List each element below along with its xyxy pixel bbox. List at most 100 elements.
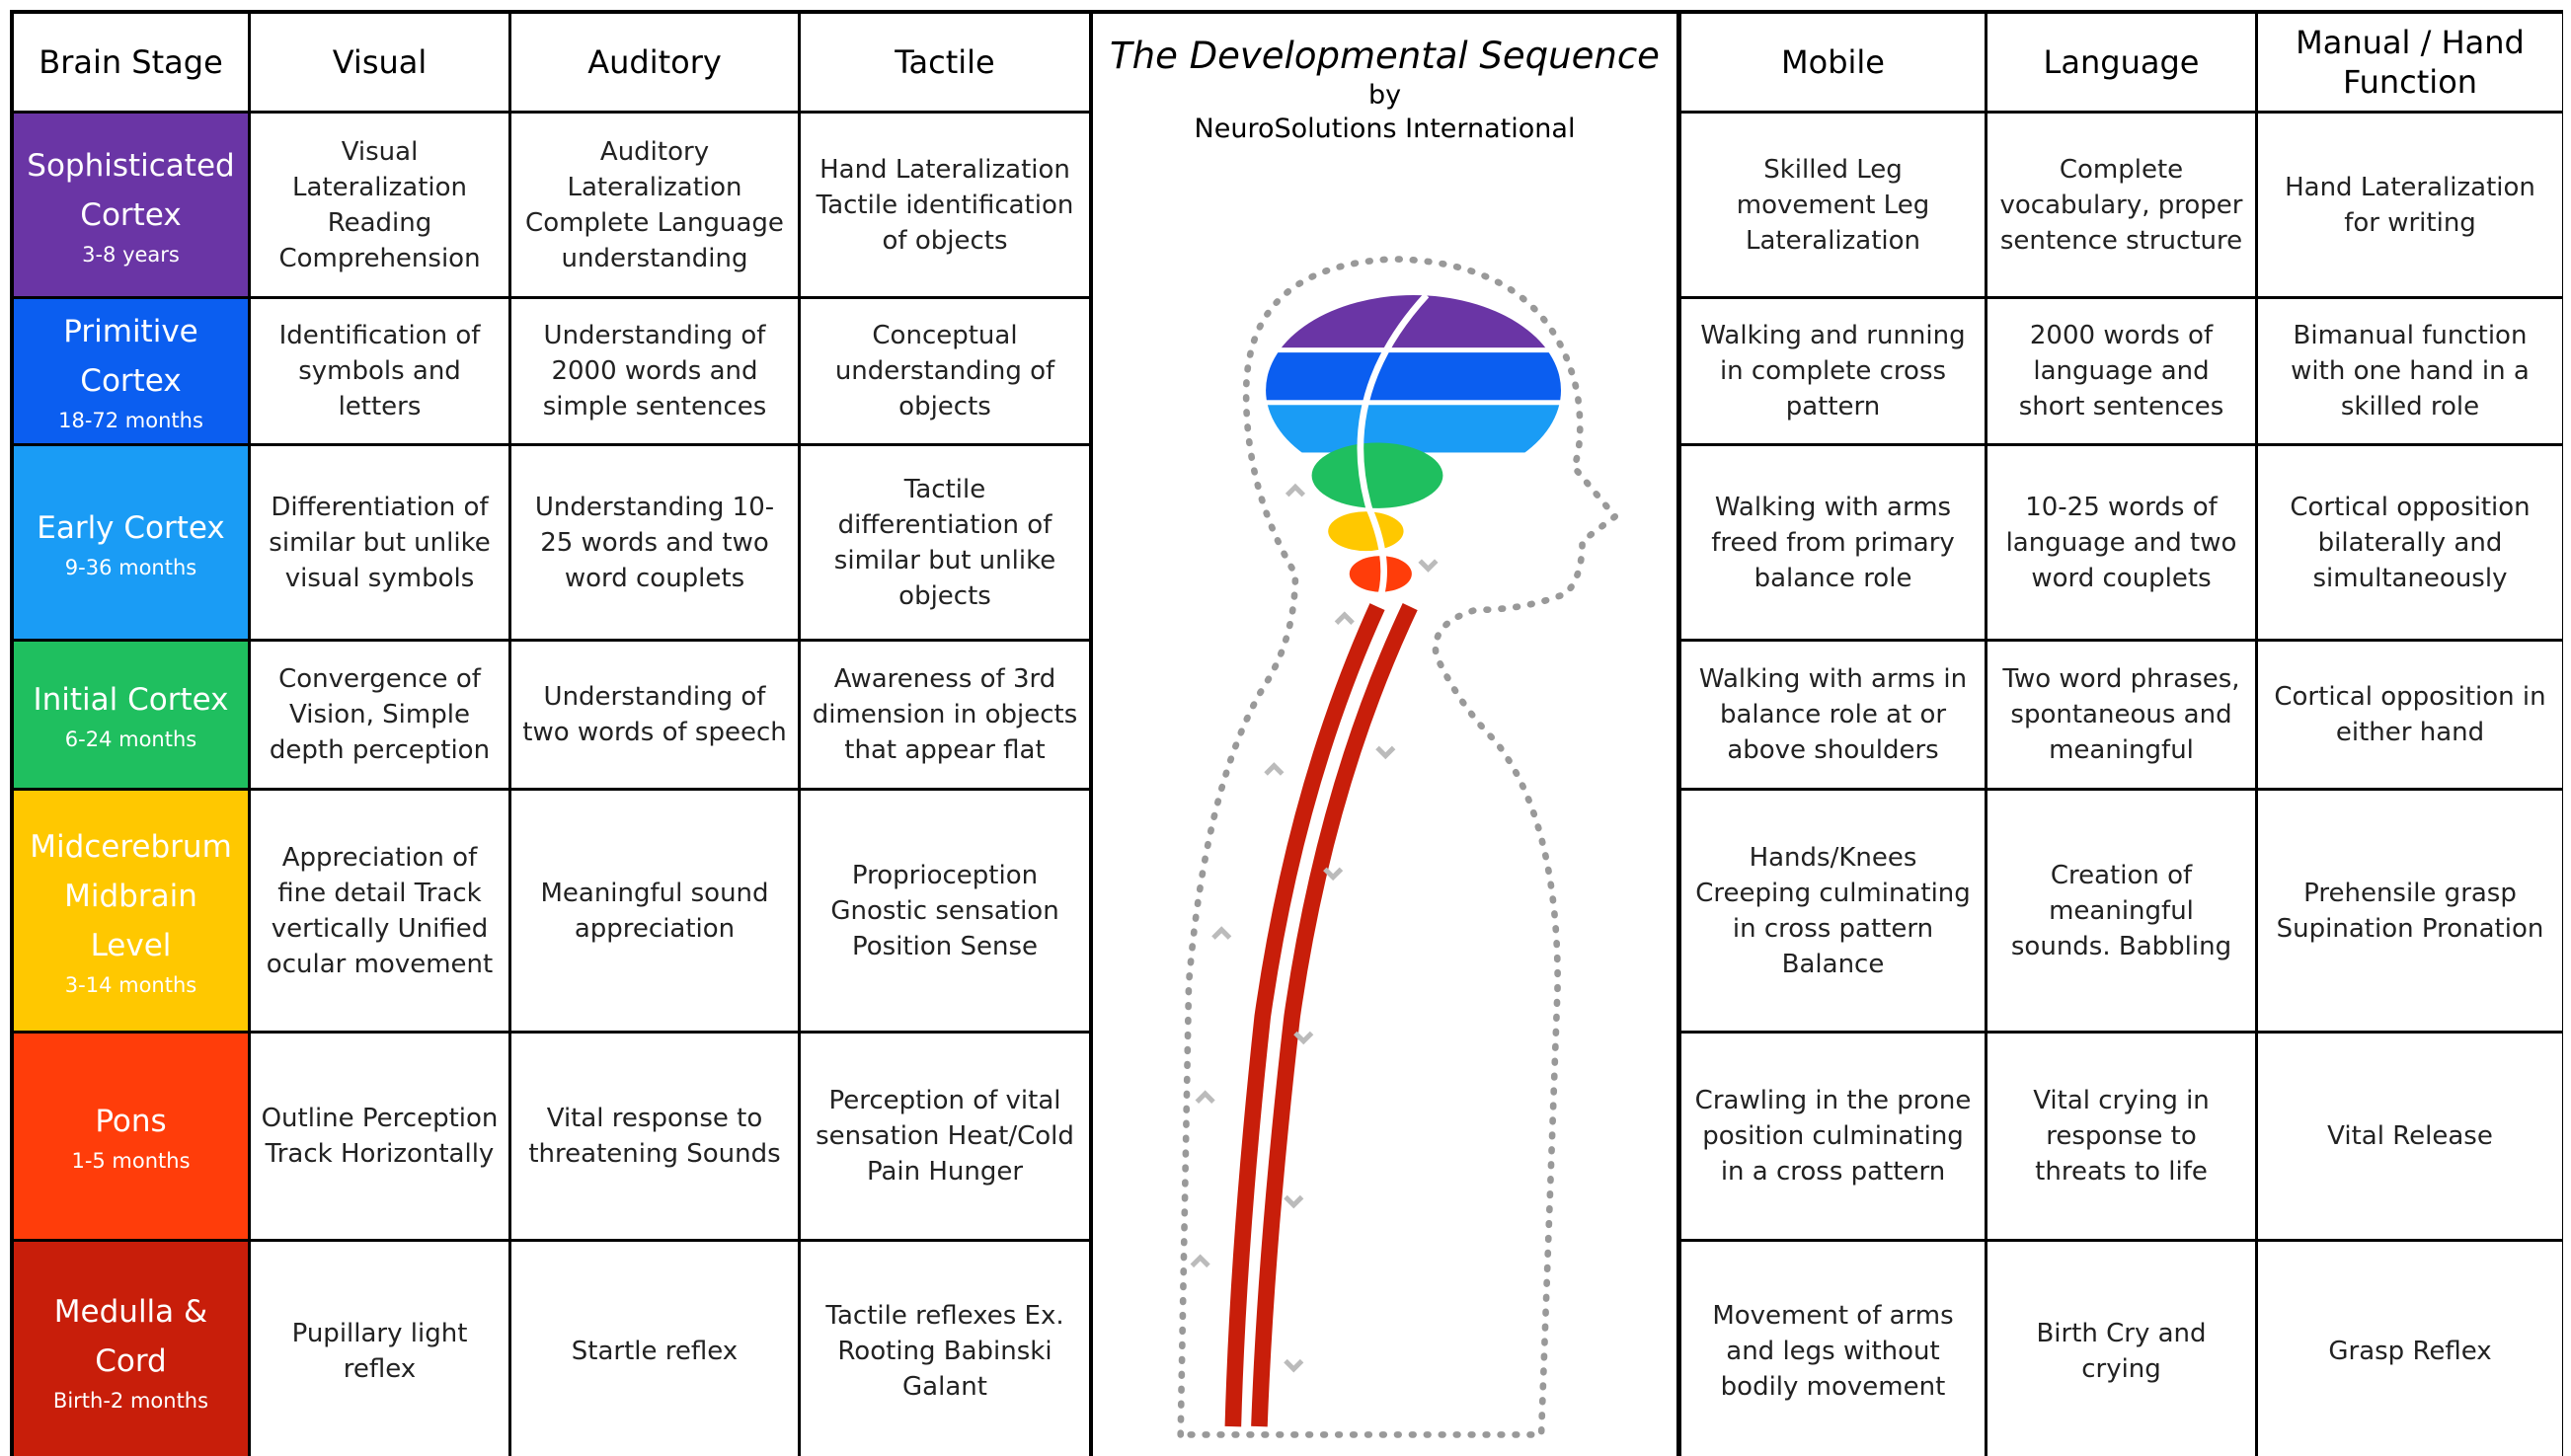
column-header: Language [1987,14,2255,111]
column-header: Visual [251,14,508,111]
milestone-text: Cortical opposition in either hand [2274,682,2546,747]
milestone-text: Hands/Knees Creeping culminating in cros… [1695,842,1971,979]
stage-age: 9-36 months [64,555,197,579]
stage-name: Initial Cortex [33,682,229,718]
stage-age: 3-14 months [64,972,197,997]
milestone-text: Birth Cry and crying [2036,1318,2207,1384]
milestone-text: Movement of arms and legs without bodily… [1712,1300,1954,1402]
milestone-cell: Identification of symbols and letters [251,299,508,443]
milestone-text: Prehensile grasp Supination Pronation [2276,878,2544,944]
milestone-cell: Walking and running in complete cross pa… [1681,299,1985,443]
milestone-text: Outline Perception Track Horizontally [261,1104,499,1169]
milestone-text: Walking and running in complete cross pa… [1700,321,1966,421]
milestone-text: Bimanual function with one hand in a ski… [2291,321,2530,421]
milestone-text: Cortical opposition bilaterally and simu… [2290,492,2531,593]
milestone-text: Identification of symbols and letters [278,321,481,421]
milestone-text: Vital crying in response to threats to l… [2033,1086,2210,1187]
milestone-text: Visual Lateralization Reading Comprehens… [278,136,481,273]
milestone-text: Startle reflex [571,1336,739,1366]
milestone-cell: Auditory Lateralization Complete Languag… [511,114,798,296]
milestone-text: Hand Lateralization Tactile identificati… [816,154,1074,256]
milestone-text: 10-25 words of language and two word cou… [2005,492,2237,593]
stage-age: Birth-2 months [52,1388,209,1413]
milestone-cell: Vital response to threatening Sounds [511,1034,798,1239]
milestone-cell: Visual Lateralization Reading Comprehens… [251,114,508,296]
milestone-cell: Birth Cry and crying [1987,1242,2255,1456]
header-text: Language [2043,43,2200,81]
stage-age: 18-72 months [58,409,203,432]
head-outline [1177,256,1620,1438]
milestone-text: Hand Lateralization for writing [2285,172,2535,238]
title-org: NeuroSolutions International [1194,114,1576,144]
milestone-text: Awareness of 3rd dimension in objects th… [812,664,1078,765]
milestone-cell: Walking with arms in balance role at or … [1681,642,1985,788]
milestone-text: Skilled Leg movement Leg Lateralization [1736,154,1930,256]
milestone-text: Conceptual understanding of objects [834,321,1055,421]
stage-name: Primitive Cortex [63,314,198,399]
milestone-cell: Conceptual understanding of objects [801,299,1089,443]
milestone-cell: Crawling in the prone position culminati… [1681,1034,1985,1239]
stage-cell: Sophisticated Cortex 3-8 years [14,114,248,296]
stage-cell: Midcerebrum Midbrain Level 3-14 months [14,791,248,1031]
milestone-cell: Awareness of 3rd dimension in objects th… [801,642,1089,788]
milestone-cell: Cortical opposition in either hand [2258,642,2562,788]
milestone-cell: Tactile differentiation of similar but u… [801,446,1089,639]
column-header: Mobile [1681,14,1985,111]
stage-cell: Initial Cortex 6-24 months [14,642,248,788]
milestone-cell: Perception of vital sensation Heat/Cold … [801,1034,1089,1239]
milestone-text: Crawling in the prone position culminati… [1694,1086,1972,1187]
milestone-cell: Vital crying in response to threats to l… [1987,1034,2255,1239]
column-header: Brain Stage [14,14,248,111]
milestone-cell: Hands/Knees Creeping culminating in cros… [1681,791,1985,1031]
stage-cell: Primitive Cortex 18-72 months [14,299,248,443]
milestone-text: Complete vocabulary, proper sentence str… [1999,154,2243,256]
milestone-cell: Appreciation of fine detail Track vertic… [251,791,508,1031]
milestone-cell: Hand Lateralization Tactile identificati… [801,114,1089,296]
stage-age: 1-5 months [71,1149,191,1173]
milestone-text: Vital Release [2327,1121,2493,1151]
milestone-cell: Proprioception Gnostic sensation Positio… [801,791,1089,1031]
stage-age: 6-24 months [64,728,197,751]
milestone-text: Pupillary light reflex [291,1318,468,1384]
milestone-cell: Pupillary light reflex [251,1242,508,1456]
milestone-text: Understanding of two words of speech [522,682,787,747]
title-by: by [1367,80,1402,111]
column-header: Auditory [511,14,798,111]
milestone-cell: Grasp Reflex [2258,1242,2562,1456]
milestone-text: Perception of vital sensation Heat/Cold … [816,1086,1074,1187]
column-header: Manual / Hand Function [2258,14,2562,111]
milestone-cell: Creation of meaningful sounds. Babbling [1987,791,2255,1031]
milestone-cell: Two word phrases, spontaneous and meanin… [1987,642,2255,788]
milestone-cell: Movement of arms and legs without bodily… [1681,1242,1985,1456]
milestone-cell: Understanding 10-25 words and two word c… [511,446,798,639]
milestone-text: Proprioception Gnostic sensation Positio… [830,860,1059,961]
milestone-cell: Tactile reflexes Ex. Rooting Babinski Ga… [801,1242,1089,1456]
header-text: Manual / Hand Function [2296,24,2525,101]
milestone-cell: Skilled Leg movement Leg Lateralization [1681,114,1985,296]
center-panel: The Developmental Sequence by NeuroSolut… [1093,14,1676,1456]
header-text: Brain Stage [39,43,223,81]
stage-name: Medulla & Cord [53,1293,208,1379]
milestone-text: Understanding of 2000 words and simple s… [542,321,767,421]
milestone-text: Convergence of Vision, Simple depth perc… [269,664,491,765]
title: The Developmental Sequence [1110,35,1660,77]
milestone-cell: Meaningful sound appreciation [511,791,798,1031]
milestone-text: Auditory Lateralization Complete Languag… [525,136,784,273]
milestone-cell: Understanding of two words of speech [511,642,798,788]
header-text: Visual [332,43,428,81]
milestone-text: Two word phrases, spontaneous and meanin… [2002,664,2240,765]
milestone-cell: Understanding of 2000 words and simple s… [511,299,798,443]
milestone-cell: Walking with arms freed from primary bal… [1681,446,1985,639]
milestone-text: Creation of meaningful sounds. Babbling [2010,860,2232,961]
milestone-cell: Bimanual function with one hand in a ski… [2258,299,2562,443]
milestone-cell: Prehensile grasp Supination Pronation [2258,791,2562,1031]
stage-age: 3-8 years [82,242,180,267]
milestone-cell: Startle reflex [511,1242,798,1456]
stage-cell: Medulla & Cord Birth-2 months [14,1242,248,1456]
milestone-cell: Hand Lateralization for writing [2258,114,2562,296]
milestone-cell: Convergence of Vision, Simple depth perc… [251,642,508,788]
column-header: Tactile [801,14,1089,111]
milestone-text: Vital response to threatening Sounds [528,1104,781,1169]
